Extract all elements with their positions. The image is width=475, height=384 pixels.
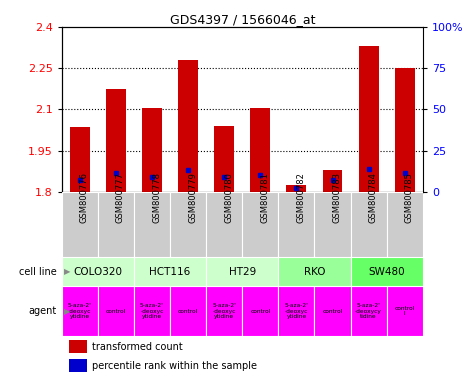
Text: HCT116: HCT116 [150,266,190,277]
Bar [278,257,351,286]
Bar [351,192,387,257]
Bar [62,286,98,336]
Text: cell line: cell line [19,266,57,277]
Bar [250,108,270,192]
Bar [134,192,170,257]
Bar [178,60,198,192]
Bar [170,286,206,336]
Text: GSM800779: GSM800779 [188,172,197,223]
Text: RKO: RKO [304,266,325,277]
Text: control: control [178,308,198,314]
Text: control: control [250,308,270,314]
Text: HT29: HT29 [228,266,256,277]
Bar [142,108,162,192]
Bar [351,257,423,286]
Text: GSM800776: GSM800776 [80,172,89,223]
Bar [98,286,134,336]
Bar [242,192,278,257]
Bar [206,257,278,286]
Text: 5-aza-2'
-deoxyc
ytidine: 5-aza-2' -deoxyc ytidine [68,303,92,319]
Bar [62,257,134,286]
Bar [387,286,423,336]
Text: 5-aza-2'
-deoxyc
ytidine: 5-aza-2' -deoxyc ytidine [140,303,164,319]
Text: COLO320: COLO320 [73,266,123,277]
Text: 5-aza-2'
-deoxyc
ytidine: 5-aza-2' -deoxyc ytidine [212,303,236,319]
Text: control
l: control l [395,306,415,316]
Bar [395,68,415,192]
Text: transformed count: transformed count [93,342,183,352]
Text: GSM800783: GSM800783 [332,172,342,223]
Bar [69,340,87,353]
Bar [314,286,351,336]
Title: GDS4397 / 1566046_at: GDS4397 / 1566046_at [170,13,315,26]
Bar [134,286,170,336]
Bar [323,170,342,192]
Text: 5-aza-2'
-deoxyc
ytidine: 5-aza-2' -deoxyc ytidine [285,303,308,319]
Bar [170,192,206,257]
Text: control: control [323,308,342,314]
Bar [69,359,87,372]
Text: GSM800778: GSM800778 [152,172,161,223]
Text: GSM800785: GSM800785 [405,172,414,223]
Bar [242,286,278,336]
Bar [206,192,242,257]
Bar [62,192,98,257]
Text: GSM800782: GSM800782 [296,172,305,223]
Bar [206,286,242,336]
Text: 5-aza-2'
-deoxycy
tidine: 5-aza-2' -deoxycy tidine [355,303,382,319]
Bar [278,192,314,257]
Text: ▶: ▶ [64,306,71,316]
Bar [286,185,306,192]
Bar [106,89,126,192]
Text: ▶: ▶ [64,267,71,276]
Text: percentile rank within the sample: percentile rank within the sample [93,361,257,371]
Bar [351,286,387,336]
Bar [278,286,314,336]
Text: control: control [106,308,126,314]
Bar [214,126,234,192]
Text: GSM800784: GSM800784 [369,172,378,223]
Bar [134,257,206,286]
Bar [98,192,134,257]
Bar [314,192,351,257]
Text: GSM800780: GSM800780 [224,172,233,223]
Text: GSM800777: GSM800777 [116,172,125,223]
Text: SW480: SW480 [368,266,405,277]
Bar [387,192,423,257]
Text: GSM800781: GSM800781 [260,172,269,223]
Bar [359,46,379,192]
Bar [70,127,90,192]
Text: agent: agent [29,306,57,316]
